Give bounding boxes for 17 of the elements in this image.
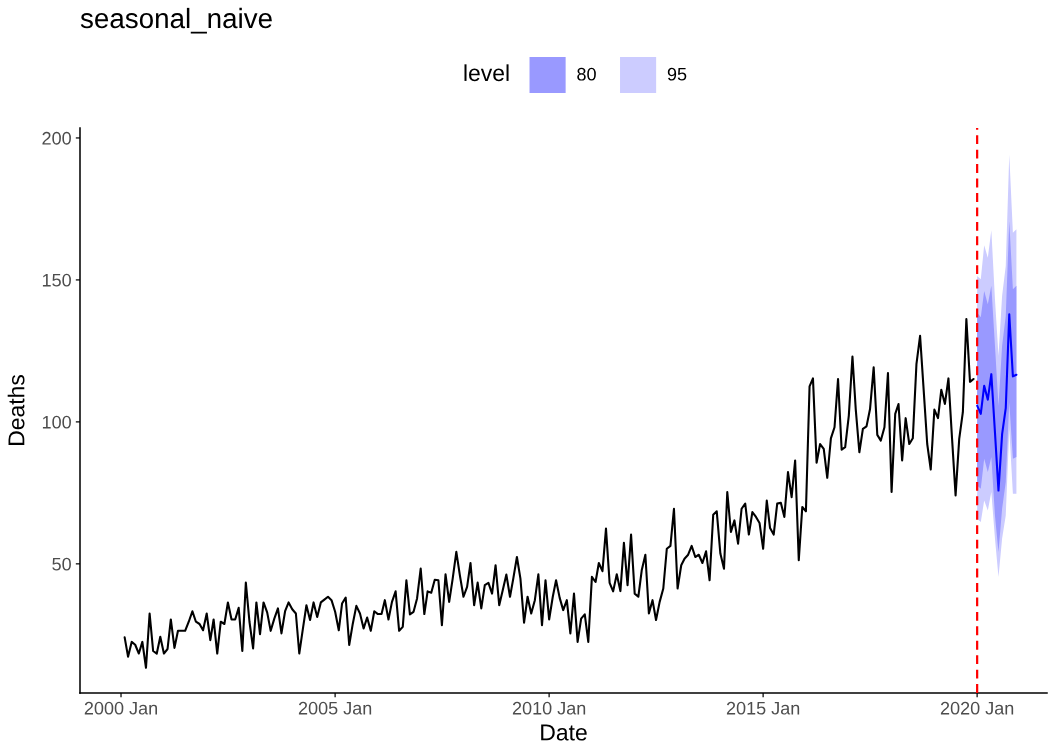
legend-label: 95 bbox=[667, 67, 687, 81]
y-tick-label: 150 bbox=[42, 273, 71, 287]
x-tick-label: 2005 Jan bbox=[298, 701, 372, 715]
x-axis-title: Date bbox=[541, 724, 587, 741]
y-axis-title: Deaths bbox=[7, 375, 25, 445]
line-series bbox=[123, 318, 975, 669]
x-tick-label: 2015 Jan bbox=[726, 701, 800, 715]
x-tick-label: 2010 Jan bbox=[512, 701, 586, 715]
legend-label: 80 bbox=[577, 67, 596, 81]
legend-title: level bbox=[464, 64, 509, 82]
chart-title: seasonal_naive bbox=[80, 7, 272, 34]
y-tick-label: 100 bbox=[42, 415, 71, 429]
y-tick-label: 200 bbox=[42, 131, 71, 145]
x-tick-label: 2000 Jan bbox=[84, 701, 157, 715]
y-tick-label: 50 bbox=[52, 557, 71, 571]
x-tick-label: 2020 Jan bbox=[940, 701, 1014, 715]
line-series bbox=[976, 313, 1018, 492]
